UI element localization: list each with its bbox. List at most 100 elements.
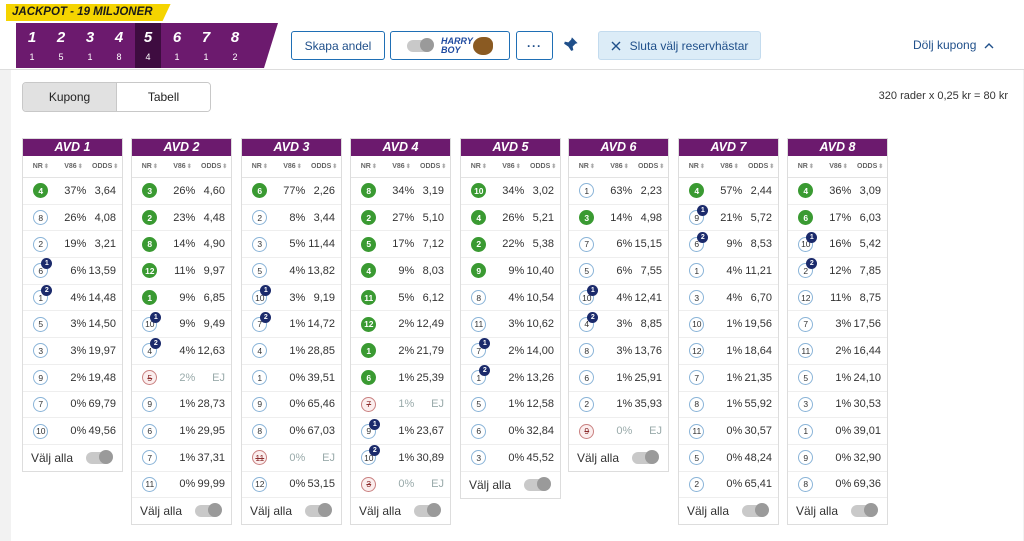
horse-row[interactable]: 9 2% 19,48 xyxy=(23,365,122,392)
horse-number-button[interactable]: 4 xyxy=(689,183,705,199)
stop-reserve-button[interactable]: Sluta välj reservhästar xyxy=(598,31,761,60)
horse-row[interactable]: 11 2% 16,44 xyxy=(788,338,887,365)
horse-row[interactable]: 7 2 1% 14,72 xyxy=(242,311,341,339)
sort-v86-button[interactable]: V86⬍ xyxy=(610,163,629,170)
horse-row[interactable]: 4 37% 3,64 xyxy=(23,178,122,205)
horse-number-button[interactable]: 8 xyxy=(471,290,487,306)
horse-row[interactable]: 10 34% 3,02 xyxy=(461,178,560,205)
horse-number-button[interactable]: 10 xyxy=(33,423,49,439)
horse-row[interactable]: 5 1% 12,58 xyxy=(461,392,560,419)
horse-number-button[interactable]: 8 xyxy=(689,396,705,412)
select-all-toggle[interactable] xyxy=(524,476,551,491)
horse-number-button[interactable]: 8 xyxy=(361,183,377,199)
horse-row[interactable]: 1 4% 11,21 xyxy=(679,258,778,285)
harry-boy-toggle-button[interactable]: HARRY BOY xyxy=(390,31,510,60)
horse-row[interactable]: 7 1% EJ xyxy=(351,392,450,419)
horse-number-button[interactable]: 4 xyxy=(252,343,268,359)
horse-row[interactable]: 10 1 3% 9,19 xyxy=(242,285,341,312)
horse-row[interactable]: 4 26% 5,21 xyxy=(461,205,560,232)
horse-number-button[interactable]: 2 xyxy=(471,236,487,252)
horse-number-button[interactable]: 2 xyxy=(689,476,705,492)
horse-row[interactable]: 2 22% 5,38 xyxy=(461,231,560,259)
horse-number-button[interactable]: 1 xyxy=(252,370,268,386)
horse-number-button[interactable]: 9 xyxy=(798,450,814,466)
horse-row[interactable]: 7 0% 69,79 xyxy=(23,392,122,419)
horse-row[interactable]: 5 6% 7,55 xyxy=(569,258,668,285)
horse-row[interactable]: 12 2% 12,49 xyxy=(351,311,450,339)
horse-number-button[interactable]: 2 xyxy=(361,210,377,226)
horse-number-button[interactable]: 5 xyxy=(471,396,487,412)
horse-row[interactable]: 4 1% 28,85 xyxy=(242,338,341,365)
horse-number-button[interactable]: 10 1 xyxy=(798,231,818,252)
horse-number-button[interactable]: 1 xyxy=(798,423,814,439)
horse-row[interactable]: 11 0% 30,57 xyxy=(679,418,778,445)
horse-number-button[interactable]: 11 xyxy=(471,316,487,332)
sort-v86-button[interactable]: V86⬍ xyxy=(502,163,521,170)
harry-boy-toggle[interactable] xyxy=(407,37,434,52)
horse-number-button[interactable]: 4 xyxy=(798,183,814,199)
horse-number-button[interactable]: 4 xyxy=(471,210,487,226)
horse-number-button[interactable]: 9 xyxy=(579,423,595,439)
horse-number-button[interactable]: 5 xyxy=(142,370,158,386)
horse-row[interactable]: 7 6% 15,15 xyxy=(569,231,668,259)
horse-number-button[interactable]: 3 xyxy=(798,396,814,412)
horse-row[interactable]: 10 0% 49,56 xyxy=(23,418,122,445)
horse-row[interactable]: 10 1 4% 12,41 xyxy=(569,285,668,312)
horse-number-button[interactable]: 6 xyxy=(361,370,377,386)
horse-row[interactable]: 2 1% 35,93 xyxy=(569,392,668,419)
sort-v86-button[interactable]: V86⬍ xyxy=(64,163,83,170)
horse-row[interactable]: 6 1 6% 13,59 xyxy=(23,258,122,285)
horse-number-button[interactable]: 11 xyxy=(798,343,814,359)
horse-number-button[interactable]: 1 xyxy=(361,343,377,359)
pin-icon[interactable] xyxy=(562,36,579,53)
horse-number-button[interactable]: 6 xyxy=(579,370,595,386)
horse-number-button[interactable]: 8 xyxy=(142,236,158,252)
select-all-toggle[interactable] xyxy=(86,449,113,464)
horse-row[interactable]: 2 19% 3,21 xyxy=(23,231,122,259)
horse-row[interactable]: 3 3% 19,97 xyxy=(23,338,122,365)
horse-row[interactable]: 8 26% 4,08 xyxy=(23,205,122,232)
sort-nr-button[interactable]: NR⬍ xyxy=(251,163,268,170)
horse-row[interactable]: 6 77% 2,26 xyxy=(242,178,341,205)
horse-number-button[interactable]: 3 xyxy=(361,476,377,492)
horse-row[interactable]: 10 1 9% 9,49 xyxy=(132,311,231,339)
horse-row[interactable]: 6 1% 29,95 xyxy=(132,418,231,445)
horse-row[interactable]: 12 11% 8,75 xyxy=(788,285,887,312)
horse-number-button[interactable]: 8 xyxy=(33,210,49,226)
horse-number-button[interactable]: 3 xyxy=(142,183,158,199)
sort-nr-button[interactable]: NR⬍ xyxy=(797,163,814,170)
horse-row[interactable]: 10 1% 19,56 xyxy=(679,311,778,339)
horse-row[interactable]: 2 2 12% 7,85 xyxy=(788,258,887,285)
sort-v86-button[interactable]: V86⬍ xyxy=(173,163,192,170)
select-all-toggle[interactable] xyxy=(305,503,332,518)
sort-odds-button[interactable]: ODDS⬍ xyxy=(201,163,228,170)
horse-row[interactable]: 3 1% 30,53 xyxy=(788,392,887,419)
horse-row[interactable]: 7 1 2% 14,00 xyxy=(461,338,560,365)
horse-number-button[interactable]: 8 xyxy=(252,423,268,439)
horse-row[interactable]: 1 2% 21,79 xyxy=(351,338,450,365)
horse-row[interactable]: 6 0% 32,84 xyxy=(461,418,560,445)
sort-odds-button[interactable]: ODDS⬍ xyxy=(92,163,119,170)
horse-row[interactable]: 8 0% 67,03 xyxy=(242,418,341,445)
horse-row[interactable]: 3 26% 4,60 xyxy=(132,178,231,205)
sort-nr-button[interactable]: NR⬍ xyxy=(141,163,158,170)
horse-row[interactable]: 2 27% 5,10 xyxy=(351,205,450,232)
horse-number-button[interactable]: 5 xyxy=(252,263,268,279)
horse-number-button[interactable]: 7 xyxy=(798,316,814,332)
horse-number-button[interactable]: 1 xyxy=(689,263,705,279)
horse-row[interactable]: 1 0% 39,01 xyxy=(788,418,887,445)
horse-number-button[interactable]: 8 xyxy=(798,476,814,492)
horse-number-button[interactable]: 6 xyxy=(252,183,268,199)
horse-row[interactable]: 4 57% 2,44 xyxy=(679,178,778,205)
horse-row[interactable]: 2 0% 65,41 xyxy=(679,472,778,499)
horse-row[interactable]: 8 0% 69,36 xyxy=(788,472,887,499)
